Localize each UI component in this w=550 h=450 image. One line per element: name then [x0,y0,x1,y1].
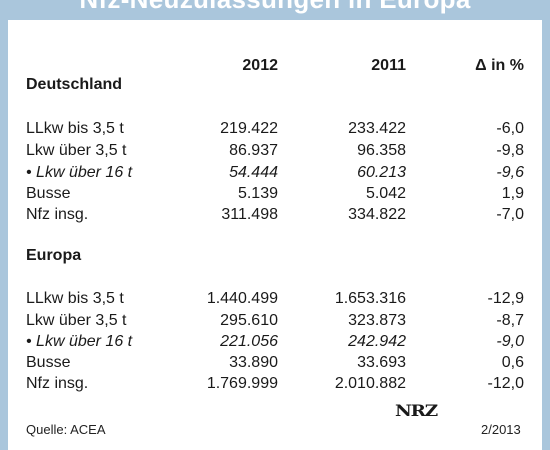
column-header-delta: Δ in % [475,57,524,74]
publication-date: 2/2013 [481,422,521,437]
data-table-panel: 2012 2011 Δ in % Deutschland LLkw bis 3,… [8,20,542,450]
value-delta: -12,9 [487,290,524,307]
value-delta: -7,0 [496,206,524,223]
value-delta: 1,9 [501,185,524,202]
section-title-deutschland: Deutschland [26,76,123,93]
source-note: Quelle: ACEA [26,422,106,437]
value-2011: 5.042 [365,185,406,202]
value-2011: 233.422 [348,120,406,137]
value-2011: 242.942 [348,333,406,350]
value-delta: 0,6 [501,354,524,371]
value-2011: 1.653.316 [334,290,406,307]
value-2012: 219.422 [220,120,278,137]
value-2012: 1.769.999 [206,375,278,392]
table-row: LLkw bis 3,5 t 1.440.499 1.653.316 -12,9 [8,288,542,310]
row-label: • Lkw über 16 t [26,333,133,350]
value-2011: 2.010.882 [334,375,406,392]
column-header-2012: 2012 [242,57,278,74]
value-2011: 60.213 [357,164,406,181]
value-delta: -9,6 [496,164,524,181]
row-label: Busse [26,354,71,371]
column-header-2011: 2011 [371,57,406,74]
value-2012: 1.440.499 [206,290,278,307]
value-delta: -12,0 [487,375,524,392]
value-2012: 295.610 [220,312,278,329]
table-row: Lkw über 3,5 t 295.610 323.873 -8,7 [8,310,542,332]
table-row: Busse 5.139 5.042 1,9 [8,183,542,205]
value-2011: 96.358 [357,142,406,159]
table-row: • Lkw über 16 t 54.444 60.213 -9,6 [8,162,542,184]
nrz-logo: NRZ [395,401,438,420]
value-2012: 311.498 [221,206,278,223]
row-label: Nfz insg. [26,206,89,223]
value-2011: 33.693 [357,354,406,371]
table-row: • Lkw über 16 t 221.056 242.942 -9,0 [8,331,542,353]
value-delta: -9,8 [496,142,524,159]
table-row: LLkw bis 3,5 t 219.422 233.422 -6,0 [8,118,542,140]
row-label: Nfz insg. [26,375,89,392]
table-row: Lkw über 3,5 t 86.937 96.358 -9,8 [8,140,542,162]
table-row: Nfz insg. 1.769.999 2.010.882 -12,0 [8,373,542,395]
value-2011: 323.873 [348,312,406,329]
table-row: Nfz insg. 311.498 334.822 -7,0 [8,204,542,226]
section-title-europa: Europa [26,247,82,264]
row-label: LLkw bis 3,5 t [26,290,124,307]
value-delta: -9,0 [496,333,524,350]
column-header-row: 2012 2011 Δ in % [8,55,542,77]
row-label: Lkw über 3,5 t [26,142,127,159]
row-label: • Lkw über 16 t [26,164,133,181]
value-2012: 54.444 [229,164,278,181]
table-row: Busse 33.890 33.693 0,6 [8,352,542,374]
row-label: Lkw über 3,5 t [26,312,127,329]
value-2012: 33.890 [229,354,278,371]
row-label: LLkw bis 3,5 t [26,120,124,137]
value-delta: -8,7 [496,312,524,329]
row-label: Busse [26,185,71,202]
value-2011: 334.822 [348,206,406,223]
infographic-title: Nfz-Neuzulassungen in Europa [0,0,550,15]
value-delta: -6,0 [496,120,524,137]
value-2012: 221.056 [220,333,278,350]
value-2012: 86.937 [229,142,278,159]
value-2012: 5.139 [237,185,278,202]
